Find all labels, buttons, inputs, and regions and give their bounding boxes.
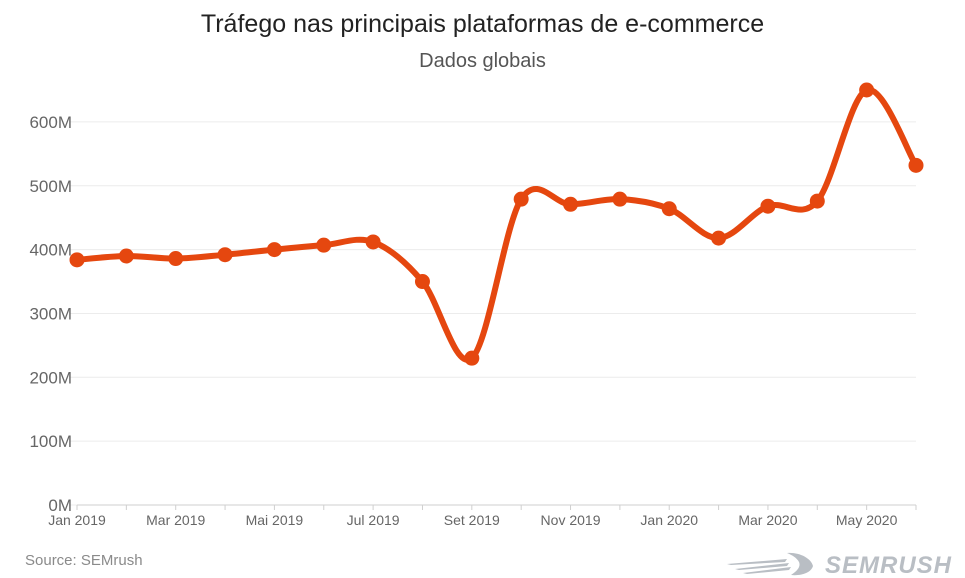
chart-title: Tráfego nas principais plataformas de e-… [200, 10, 765, 38]
y-tick-label: 200M [29, 368, 72, 387]
data-point [217, 247, 233, 263]
line-chart: 0M 100M 200M 300M 400M 500M 600M Jan 2019 Mar 2… [29, 82, 924, 528]
data-point [809, 193, 825, 209]
data-point [414, 274, 430, 290]
data-point [563, 196, 579, 212]
source-text: Source: SEMrush [25, 552, 143, 569]
x-tick-label: Set 2019 [444, 512, 500, 528]
x-tick-label: Mar 2019 [146, 512, 205, 528]
semrush-logo-icon [727, 552, 813, 576]
data-point [513, 191, 529, 207]
data-point [908, 157, 924, 173]
data-point [118, 248, 134, 264]
chart-subtitle: Dados globais [419, 50, 546, 72]
series-line [74, 86, 919, 363]
y-tick-label: 400M [29, 241, 72, 260]
x-tick-label: Mar 2020 [738, 512, 797, 528]
data-point [612, 191, 628, 207]
data-point [316, 237, 332, 253]
y-tick-label: 300M [29, 304, 72, 323]
y-tick-label: 500M [29, 177, 72, 196]
data-points [69, 82, 924, 366]
x-tick-label: Jan 2019 [48, 512, 106, 528]
y-tick-label: 600M [29, 113, 72, 132]
data-point [69, 252, 85, 268]
x-tick-label: Jan 2020 [640, 512, 698, 528]
data-point [168, 251, 184, 267]
grid-lines [70, 121, 916, 506]
data-point [859, 82, 875, 98]
x-tick-label: Nov 2019 [541, 512, 601, 528]
data-point [711, 230, 727, 246]
data-point [464, 350, 480, 366]
y-tick-label: 100M [29, 432, 72, 451]
semrush-logo-text: SEMRUSH [825, 552, 952, 578]
x-tick-label: Mai 2019 [246, 512, 304, 528]
y-axis-ticks: 0M 100M 200M 300M 400M 500M 600M [29, 113, 72, 515]
semrush-logo: SEMRUSH [727, 552, 952, 578]
data-point [661, 201, 677, 217]
data-point [266, 242, 282, 258]
y-tick-label: 0M [48, 496, 72, 515]
data-point [760, 198, 776, 214]
x-tick-label: May 2020 [836, 512, 898, 528]
x-tick-label: Jul 2019 [347, 512, 400, 528]
data-point [365, 234, 381, 250]
x-axis-ticks: Jan 2019 Mar 2019 Mai 2019 Jul 2019 Set 2019… [48, 504, 917, 528]
